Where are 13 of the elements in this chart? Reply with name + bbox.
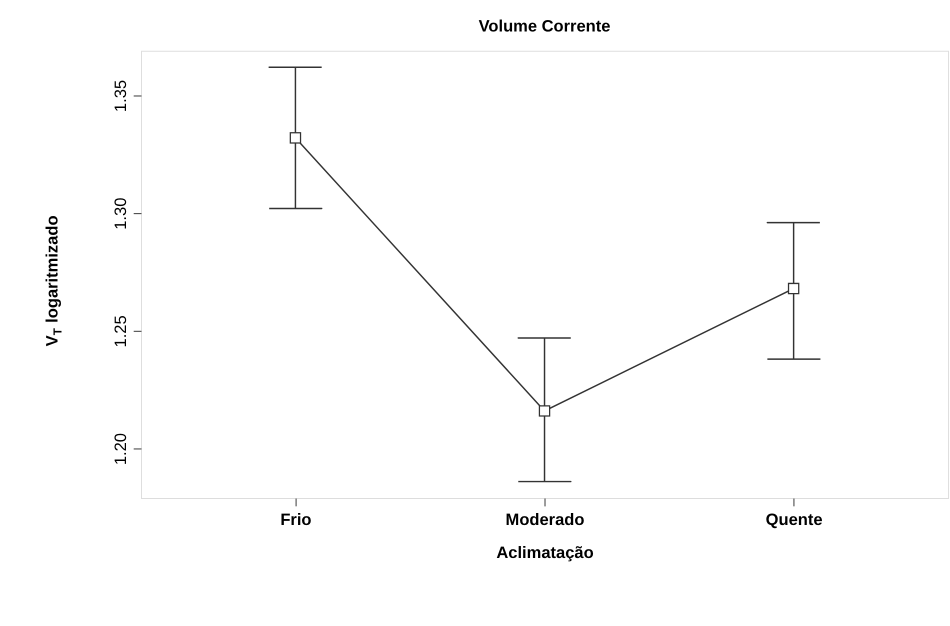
point [538, 405, 550, 417]
y-tick-label: 1.30 [110, 198, 130, 230]
x-tick-label: Frio [280, 510, 312, 529]
x-tick-label: Quente [766, 510, 823, 529]
y-tick-label: 1.25 [110, 315, 130, 348]
point [788, 282, 800, 294]
chart-title: Volume Corrente [478, 16, 610, 36]
y-axis-title: VT logaritmizado [42, 215, 64, 346]
y-tick-label: 1.35 [110, 80, 130, 112]
y-tick-label: 1.20 [110, 433, 130, 466]
point [290, 132, 302, 144]
x-axis-title: Aclimatação [496, 542, 594, 562]
x-tick-label: Moderado [506, 510, 584, 529]
